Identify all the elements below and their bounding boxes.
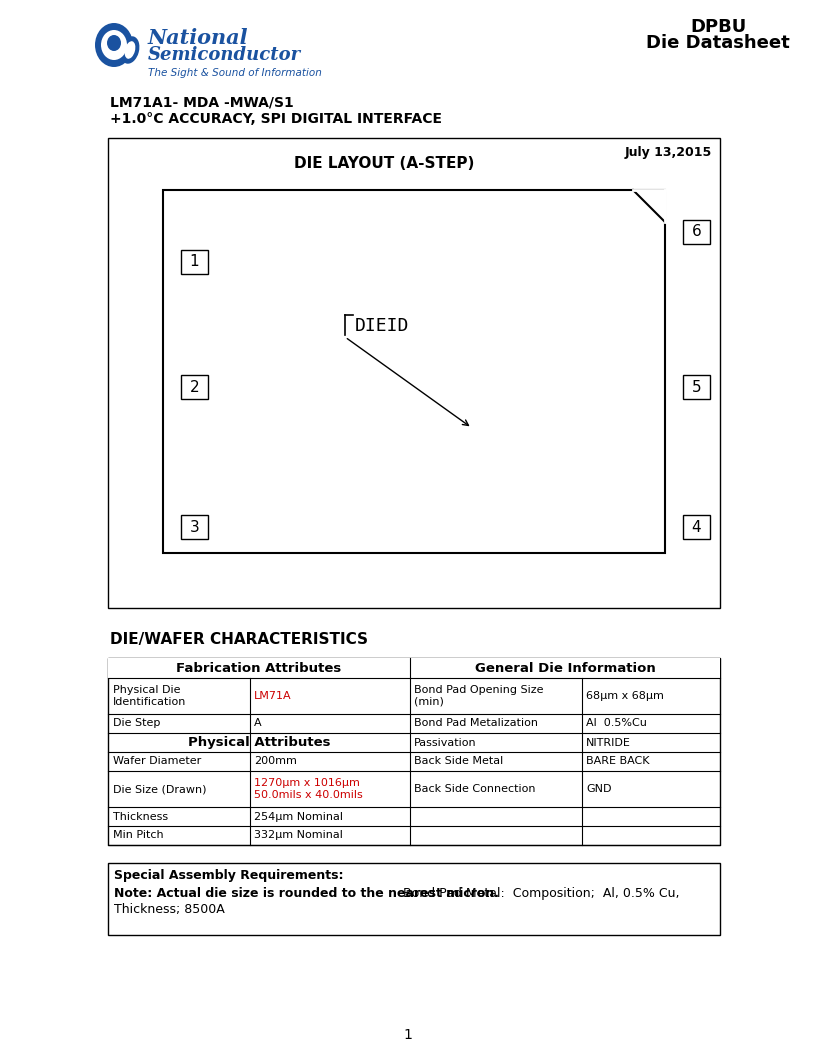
Text: 68μm x 68μm: 68μm x 68μm bbox=[586, 691, 664, 701]
Text: Min Pitch: Min Pitch bbox=[113, 830, 164, 841]
Text: GND: GND bbox=[586, 784, 611, 794]
Text: BARE BACK: BARE BACK bbox=[586, 756, 650, 767]
Text: +1.0°C ACCURACY, SPI DIGITAL INTERFACE: +1.0°C ACCURACY, SPI DIGITAL INTERFACE bbox=[110, 112, 442, 126]
Text: Physical Attributes: Physical Attributes bbox=[188, 736, 330, 749]
Text: DIEID: DIEID bbox=[355, 317, 410, 335]
Bar bbox=[410, 658, 720, 678]
Text: LM71A1- MDA -MWA/S1: LM71A1- MDA -MWA/S1 bbox=[110, 96, 294, 110]
Bar bbox=[683, 375, 710, 399]
Bar bbox=[108, 863, 720, 935]
Text: 1: 1 bbox=[189, 254, 199, 269]
Text: Al  0.5%Cu: Al 0.5%Cu bbox=[586, 718, 647, 729]
Text: LM71A: LM71A bbox=[254, 691, 291, 701]
Text: Semiconductor: Semiconductor bbox=[148, 46, 301, 64]
Ellipse shape bbox=[101, 30, 127, 60]
Text: DIE LAYOUT (A-STEP): DIE LAYOUT (A-STEP) bbox=[294, 156, 474, 171]
Text: Thickness: Thickness bbox=[113, 811, 168, 822]
Text: NITRIDE: NITRIDE bbox=[586, 737, 631, 748]
Text: Thickness; 8500A: Thickness; 8500A bbox=[114, 903, 224, 916]
Text: 332μm Nominal: 332μm Nominal bbox=[254, 830, 343, 841]
Ellipse shape bbox=[95, 23, 133, 67]
Text: 254μm Nominal: 254μm Nominal bbox=[254, 811, 343, 822]
Bar bbox=[181, 515, 208, 539]
Text: July 13,2015: July 13,2015 bbox=[625, 146, 712, 159]
Polygon shape bbox=[633, 190, 665, 222]
Text: Die Datasheet: Die Datasheet bbox=[646, 34, 790, 52]
Text: Bond Pad Opening Size
(min): Bond Pad Opening Size (min) bbox=[414, 685, 543, 706]
Ellipse shape bbox=[121, 36, 140, 63]
Bar bbox=[108, 658, 720, 845]
Text: Passivation: Passivation bbox=[414, 737, 477, 748]
Text: 1: 1 bbox=[404, 1027, 412, 1042]
Ellipse shape bbox=[125, 41, 135, 59]
Text: Bond Pad Metal:  Composition;  Al, 0.5% Cu,: Bond Pad Metal: Composition; Al, 0.5% Cu… bbox=[403, 887, 679, 900]
Ellipse shape bbox=[107, 35, 121, 51]
Text: General Die Information: General Die Information bbox=[475, 661, 655, 675]
Text: Wafer Diameter: Wafer Diameter bbox=[113, 756, 202, 767]
Text: Back Side Metal: Back Side Metal bbox=[414, 756, 503, 767]
Text: 3: 3 bbox=[189, 520, 199, 534]
Text: 6: 6 bbox=[692, 225, 702, 240]
Text: 200mm: 200mm bbox=[254, 756, 297, 767]
Text: DPBU: DPBU bbox=[690, 18, 746, 36]
Text: National: National bbox=[148, 29, 249, 48]
Text: 1270μm x 1016μm
50.0mils x 40.0mils: 1270μm x 1016μm 50.0mils x 40.0mils bbox=[254, 778, 363, 799]
Text: The Sight & Sound of Information: The Sight & Sound of Information bbox=[148, 68, 322, 78]
Text: Fabrication Attributes: Fabrication Attributes bbox=[176, 661, 342, 675]
Bar bbox=[108, 138, 720, 608]
Bar bbox=[683, 515, 710, 539]
Text: 5: 5 bbox=[692, 379, 701, 395]
Text: Physical Die
Identification: Physical Die Identification bbox=[113, 685, 186, 706]
Bar bbox=[181, 375, 208, 399]
Text: 2: 2 bbox=[189, 379, 199, 395]
Bar bbox=[108, 658, 410, 678]
Text: DIE/WAFER CHARACTERISTICS: DIE/WAFER CHARACTERISTICS bbox=[110, 631, 368, 647]
Text: Die Step: Die Step bbox=[113, 718, 161, 729]
Bar bbox=[683, 220, 710, 244]
Text: A: A bbox=[254, 718, 262, 729]
Text: Bond Pad Metalization: Bond Pad Metalization bbox=[414, 718, 538, 729]
Text: 4: 4 bbox=[692, 520, 701, 534]
Text: Special Assembly Requirements:: Special Assembly Requirements: bbox=[114, 869, 344, 882]
Text: Back Side Connection: Back Side Connection bbox=[414, 784, 535, 794]
Text: Die Size (Drawn): Die Size (Drawn) bbox=[113, 784, 206, 794]
Bar bbox=[163, 190, 665, 553]
Text: Note: Actual die size is rounded to the nearest micron.: Note: Actual die size is rounded to the … bbox=[114, 887, 499, 900]
Bar bbox=[181, 250, 208, 274]
